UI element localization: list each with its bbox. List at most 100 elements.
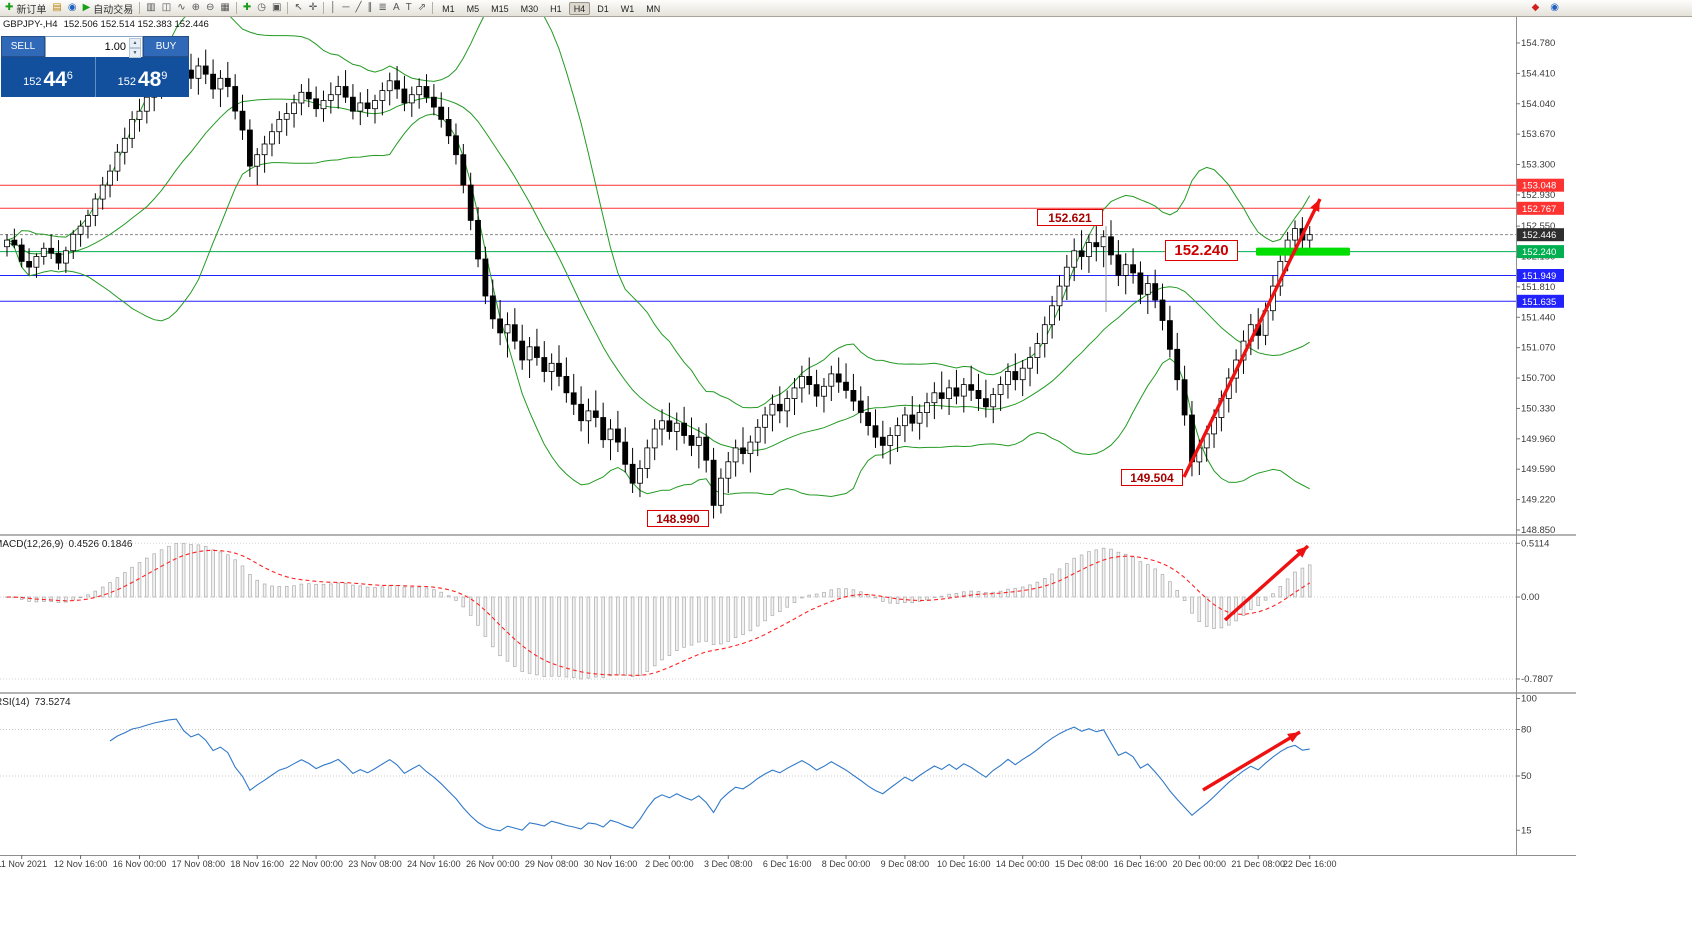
time-axis-label: 22 Nov 00:00 (289, 859, 343, 869)
zoom-in-icon[interactable]: ⊕ (189, 1, 203, 15)
time-axis-label: 10 Dec 16:00 (937, 859, 991, 869)
time-scale[interactable]: 11 Nov 2021 12 Nov 16:00 16 Nov 00:00 17 No… (0, 855, 1336, 869)
candlestick-icon-glyph: ◫ (161, 2, 172, 13)
price-chart[interactable] (4, 47, 1313, 519)
price-annotation-149-504[interactable]: 149.504 (1121, 469, 1183, 486)
new-order-glyph: ✚ (5, 2, 14, 13)
toolbar-separator (323, 2, 325, 14)
bar-chart-icon[interactable]: ▥ (143, 1, 158, 15)
price-scale-label: 153.670 (1521, 129, 1555, 140)
volume-increase-button[interactable]: ▲ (129, 38, 141, 48)
periods-icon-glyph: ◷ (257, 2, 266, 13)
zoom-out-icon-glyph: ⊖ (205, 2, 215, 13)
timeframe-d1-button[interactable]: D1 (597, 3, 609, 14)
chart-annotations[interactable] (1105, 198, 1350, 792)
buy-button[interactable]: BUY (143, 36, 189, 57)
symbol-title: GBPJPY-,H4 (3, 19, 58, 30)
templates-icon[interactable]: ▣ (269, 1, 284, 15)
price-scale-label: 150.330 (1521, 403, 1555, 414)
timeframe-h4-button[interactable]: H4 (568, 1, 591, 15)
toolbar-separator (139, 2, 141, 14)
time-axis-label: 18 Nov 16:00 (230, 859, 284, 869)
time-axis-label: 30 Nov 16:00 (584, 859, 638, 869)
time-axis-label: 24 Nov 16:00 (407, 859, 461, 869)
new-order-button-label: 新订单 (16, 4, 47, 16)
rsi-scale-label: 15 (1521, 825, 1532, 836)
record-icon[interactable]: ◆ (1529, 1, 1543, 15)
price-scale-label: 154.780 (1521, 38, 1555, 49)
cursor-icon-glyph: ↖ (294, 2, 303, 13)
timeframe-mn-button[interactable]: MN (646, 3, 661, 14)
price-annotation-152-621[interactable]: 152.621 (1037, 209, 1103, 226)
timeframe-h1-button[interactable]: H1 (550, 3, 562, 14)
price-scale-label: 154.410 (1521, 68, 1555, 79)
vertical-line-icon[interactable]: │ (327, 1, 339, 15)
templates-icon-glyph: ▣ (271, 2, 282, 13)
label-icon[interactable]: T (403, 1, 415, 15)
arrow-tools-icon[interactable]: ⇗ (415, 1, 429, 15)
market-watch-icon-glyph: ▤ (52, 2, 62, 13)
text-icon-glyph: A (392, 2, 400, 13)
price-annotation-152-240[interactable]: 152.240 (1165, 240, 1238, 261)
price-tag: 151.949 (1522, 271, 1556, 282)
autotrade-button-label: 自动交易 (93, 4, 134, 16)
volume-input[interactable] (46, 37, 142, 57)
time-axis-label: 15 Dec 08:00 (1055, 859, 1109, 869)
periods-icon[interactable]: ◷ (254, 1, 269, 15)
horizontal-line-icon-glyph: ─ (342, 2, 350, 13)
time-axis-label: 12 Nov 16:00 (54, 859, 108, 869)
navigator-icon[interactable]: ◉ (65, 1, 80, 15)
vertical-line-icon-glyph: │ (330, 2, 337, 13)
candlestick-icon[interactable]: ◫ (159, 1, 174, 15)
timeframe-m5-button[interactable]: M5 (466, 3, 480, 14)
volume-field[interactable]: ▲ ▼ (45, 36, 143, 58)
rsi-scale-label: 80 (1521, 725, 1532, 736)
sell-price[interactable]: 152 44 6 (23, 68, 73, 91)
channel-icon[interactable]: ∥ (365, 1, 376, 15)
buy-price[interactable]: 152 48 9 (95, 57, 189, 97)
one-click-trading-panel[interactable]: SELL ▲ ▼ BUY 152 44 6 152 48 9 (1, 36, 189, 97)
trendline-icon-glyph: ╱ (355, 2, 362, 13)
zoom-out-icon[interactable]: ⊖ (203, 1, 217, 15)
price-annotation-148-990[interactable]: 148.990 (647, 510, 709, 527)
time-axis-label: 26 Nov 00:00 (466, 859, 520, 869)
macd-scale-label: 0.5114 (1521, 538, 1549, 549)
price-scale[interactable]: 154.780 154.410 154.040 153.670 153.300 152.9… (1516, 16, 1564, 855)
record-icon-glyph: ◆ (1531, 2, 1540, 13)
autotrade-button[interactable]: ▶ 自动交易 (80, 1, 137, 16)
sell-button[interactable]: SELL (1, 36, 45, 57)
crosshair-icon-glyph: ✛ (308, 2, 318, 13)
timeframe-w1-button[interactable]: W1 (620, 3, 635, 14)
text-icon[interactable]: A (390, 1, 403, 15)
toolbar-left-items: ✚ 新订单 ▤ ◉ ▶ 自动交易 ▥ ◫ ∿ ⊕ ⊖ ▦ ✚ ◷ ▣ ↖ ✛ │ ─ ╱ ∥ ≣ A T ⇗ M1 M5 M15 M30… (2, 1, 666, 16)
horizontal-line-icon[interactable]: ─ (339, 1, 352, 15)
indicators-icon[interactable]: ✚ (240, 1, 254, 15)
crosshair-icon[interactable]: ✛ (306, 1, 320, 15)
price-scale-label: 149.590 (1521, 464, 1555, 475)
new-order-button[interactable]: ✚ 新订单 (2, 1, 49, 16)
cursor-icon[interactable]: ↖ (291, 1, 305, 15)
trendline-icon[interactable]: ╱ (353, 1, 365, 15)
fibonacci-icon[interactable]: ≣ (376, 1, 390, 15)
arrow-tools-icon-glyph: ⇗ (417, 2, 427, 13)
rsi-indicator[interactable] (109, 718, 1310, 832)
time-axis-label: 9 Dec 08:00 (881, 859, 930, 869)
community-icon-glyph: ◉ (1550, 2, 1559, 13)
timeframe-m30-button[interactable]: M30 (520, 3, 539, 14)
macd-indicator[interactable] (5, 542, 1312, 680)
channel-icon-glyph: ∥ (367, 2, 373, 13)
autotrade-glyph: ▶ (82, 2, 91, 13)
price-scale-label: 150.700 (1521, 373, 1555, 384)
toolbar-separator (432, 2, 434, 14)
grid-icon[interactable]: ▦ (217, 1, 232, 15)
price-tag: 153.048 (1522, 181, 1556, 192)
volume-decrease-button[interactable]: ▼ (129, 48, 141, 58)
line-chart-icon[interactable]: ∿ (174, 1, 188, 15)
community-icon[interactable]: ◉ (1547, 1, 1562, 15)
market-watch-icon[interactable]: ▤ (49, 1, 64, 15)
toolbar-right-items: ◆ ◉ (1529, 1, 1562, 15)
timeframe-m1-button[interactable]: M1 (442, 3, 455, 14)
timeframe-m15-button[interactable]: M15 (491, 3, 509, 14)
